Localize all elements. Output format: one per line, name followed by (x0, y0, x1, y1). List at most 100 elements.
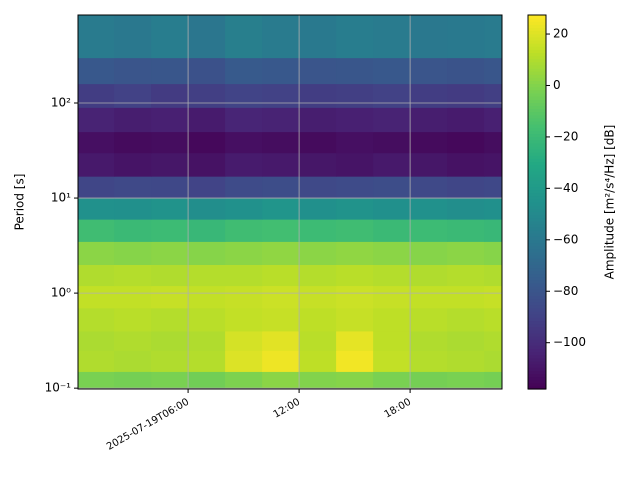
colorbar-swatch (528, 292, 546, 297)
heatmap-cell (373, 219, 411, 242)
colorbar-swatch (528, 345, 546, 350)
heatmap-cell (410, 219, 448, 242)
heatmap-cell (299, 131, 337, 154)
heatmap (78, 15, 503, 390)
heatmap-cell (484, 131, 503, 154)
heatmap-cell (447, 131, 485, 154)
colorbar-swatch (528, 248, 546, 253)
colorbar-swatch (528, 149, 546, 153)
heatmap-cell (188, 131, 226, 154)
heatmap-cell (447, 15, 485, 59)
heatmap-cell (484, 219, 503, 242)
heatmap-cell (78, 131, 115, 154)
heatmap-cell (262, 57, 300, 85)
colorbar-swatch (528, 155, 546, 159)
heatmap-cell (78, 241, 115, 265)
heatmap-cell (262, 219, 300, 242)
y-tick-label: 10¹ (51, 191, 71, 205)
colorbar-swatch (528, 245, 546, 250)
heatmap-cell (447, 219, 485, 242)
colorbar-swatch (528, 370, 546, 375)
colorbar-swatch (528, 317, 546, 322)
colorbar-swatch (528, 173, 546, 178)
heatmap-cell (225, 57, 263, 85)
heatmap-cell (373, 371, 411, 390)
colorbar-swatch (528, 233, 546, 237)
colorbar-swatch (528, 114, 546, 119)
colorbar-swatch (528, 92, 546, 97)
heatmap-cell (188, 15, 226, 59)
x-tick-label: 18:00 (383, 397, 413, 421)
colorbar-swatch (528, 329, 546, 334)
heatmap-cell (114, 350, 152, 372)
heatmap-cell (188, 307, 226, 332)
heatmap-cell (262, 371, 300, 390)
heatmap-cell (299, 307, 337, 332)
heatmap-cell (447, 371, 485, 390)
colorbar-swatch (528, 99, 546, 103)
heatmap-cell (78, 15, 115, 59)
colorbar-swatch (528, 142, 546, 147)
heatmap-cell (484, 264, 503, 287)
heatmap-cell (447, 152, 485, 177)
heatmap-cell (373, 307, 411, 332)
heatmap-cell (484, 198, 503, 220)
heatmap-cell (188, 330, 226, 351)
heatmap-cell (188, 241, 226, 265)
x-tick-label: 2025-07-19T06:00 (105, 397, 191, 453)
heatmap-cell (151, 176, 189, 199)
heatmap-cell (373, 107, 411, 133)
colorbar-swatch (528, 158, 546, 163)
heatmap-cell (151, 83, 189, 108)
heatmap-cell (151, 307, 189, 332)
colorbar-swatch (528, 230, 546, 234)
heatmap-cell (373, 264, 411, 287)
colorbar-swatch (528, 379, 546, 384)
heatmap-cell (447, 285, 485, 309)
colorbar-swatch (528, 342, 546, 346)
heatmap-cell (114, 152, 152, 177)
heatmap-cell (373, 15, 411, 59)
heatmap-cell (484, 350, 503, 372)
y-axis-label: Period [s] (13, 174, 27, 231)
colorbar-swatch (528, 71, 546, 75)
colorbar-swatch (528, 130, 546, 135)
heatmap-cell (410, 15, 448, 59)
colorbar-swatch (528, 189, 546, 194)
heatmap-cell (484, 330, 503, 351)
heatmap-cell (151, 131, 189, 154)
colorbar-swatch (528, 120, 546, 125)
heatmap-cell (225, 330, 263, 351)
colorbar-swatch (528, 30, 546, 35)
colorbar-swatch (528, 111, 546, 116)
heatmap-cell (188, 371, 226, 390)
heatmap-cell (262, 330, 300, 351)
heatmap-cell (373, 285, 411, 309)
heatmap-cell (188, 83, 226, 108)
heatmap-cell (78, 307, 115, 332)
colorbar-swatch (528, 264, 546, 269)
heatmap-cell (262, 264, 300, 287)
heatmap-cell (151, 285, 189, 309)
colorbar-swatch (528, 323, 546, 328)
heatmap-cell (336, 152, 374, 177)
colorbar-swatch (528, 286, 546, 290)
heatmap-cell (262, 198, 300, 220)
heatmap-cell (447, 107, 485, 133)
heatmap-cell (484, 152, 503, 177)
heatmap-cell (410, 264, 448, 287)
heatmap-cell (336, 350, 374, 372)
heatmap-cell (151, 330, 189, 351)
heatmap-cell (78, 83, 115, 108)
colorbar-swatch (528, 27, 546, 32)
colorbar-swatch (528, 320, 546, 325)
heatmap-cell (188, 57, 226, 85)
colorbar-swatch (528, 102, 546, 106)
heatmap-cell (114, 107, 152, 133)
heatmap-cell (299, 285, 337, 309)
colorbar-swatch (528, 214, 546, 219)
colorbar-swatch (528, 195, 546, 200)
colorbar-swatch (528, 211, 546, 216)
colorbar-swatch (528, 376, 546, 381)
